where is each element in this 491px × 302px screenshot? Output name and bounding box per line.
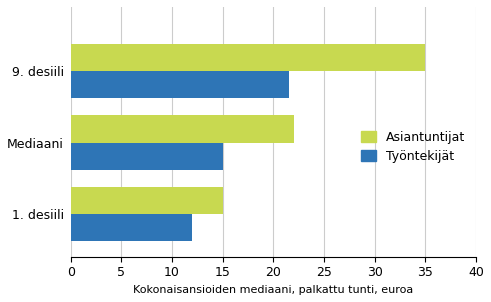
Legend: Asiantuntijat, Työntekijät: Asiantuntijat, Työntekijät (355, 126, 470, 168)
Bar (71, 115, 294, 143)
Bar (71, 44, 425, 71)
Bar (71, 71, 289, 98)
X-axis label: Kokonaisansioiden mediaani, palkattu tunti, euroa: Kokonaisansioiden mediaani, palkattu tun… (134, 285, 413, 295)
Bar (71, 187, 223, 214)
Bar (71, 143, 223, 170)
Bar (71, 214, 192, 241)
